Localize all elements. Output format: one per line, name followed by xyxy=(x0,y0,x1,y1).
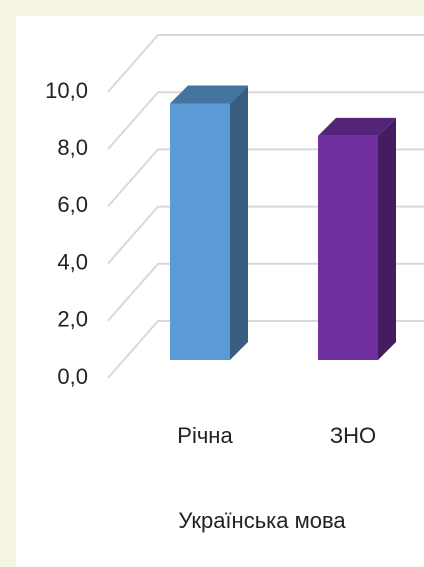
bar xyxy=(318,135,378,360)
grid-line xyxy=(107,91,424,150)
bar-side xyxy=(378,117,396,361)
bar-top xyxy=(318,117,396,136)
x-axis-label: Українська мова xyxy=(178,508,346,533)
y-tick-label: 0,0 xyxy=(57,364,88,389)
y-tick-label: 4,0 xyxy=(57,249,88,274)
y-tick-label: 8,0 xyxy=(57,135,88,160)
bar-side xyxy=(230,85,248,360)
bar-top xyxy=(170,85,248,104)
y-tick-label: 10,0 xyxy=(45,78,88,103)
y-tick-label: 2,0 xyxy=(57,307,88,332)
y-tick-label: 6,0 xyxy=(57,192,88,217)
x-tick-label: ЗНО xyxy=(330,423,376,448)
x-tick-label: Річна xyxy=(177,423,233,448)
grid-line xyxy=(107,34,424,93)
bar xyxy=(170,103,230,360)
